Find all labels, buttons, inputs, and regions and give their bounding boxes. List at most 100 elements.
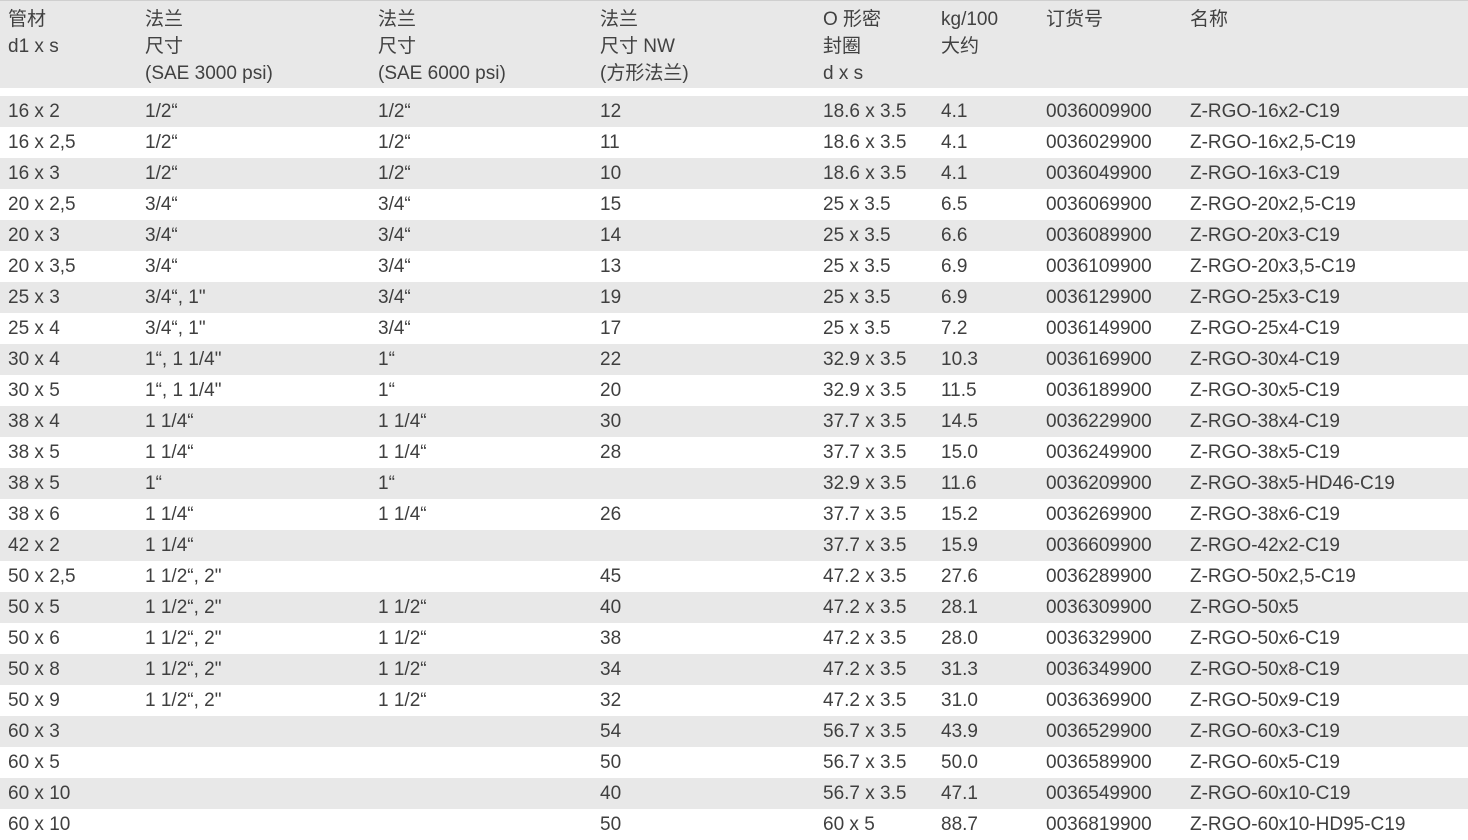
header-line: 尺寸 — [145, 36, 184, 57]
cell-flange-nw: 28 — [600, 441, 622, 463]
cell-pipe: 50 x 8 — [8, 658, 60, 680]
cell-oring: 25 x 3.5 — [823, 224, 891, 246]
table-row: 16 x 2,5 1/2“ 1/2“ 11 18.6 x 3.5 4.1 003602990… — [0, 127, 1468, 158]
cell-pipe: 38 x 5 — [8, 441, 60, 463]
cell-oring: 25 x 3.5 — [823, 255, 891, 277]
cell-weight: 47.1 — [941, 782, 978, 804]
table-row: 50 x 9 1 1/2“, 2" 1 1/2“ 32 47.2 x 3.5 31.0 00… — [0, 685, 1468, 716]
cell-weight: 28.1 — [941, 596, 978, 618]
cell-pipe: 30 x 4 — [8, 348, 60, 370]
cell-weight: 4.1 — [941, 162, 968, 184]
cell-flange-sae3000: 3/4“ — [145, 224, 178, 246]
header-line: (SAE 3000 psi) — [145, 63, 273, 84]
cell-name: Z-RGO-50x9-C19 — [1190, 689, 1340, 711]
cell-oring: 47.2 x 3.5 — [823, 596, 907, 618]
table-row: 60 x 10 40 56.7 x 3.5 47.1 0036549900 Z-RGO-6… — [0, 778, 1468, 809]
cell-flange-sae6000: 1 1/2“ — [378, 596, 427, 618]
cell-name: Z-RGO-42x2-C19 — [1190, 534, 1340, 556]
cell-flange-nw: 40 — [600, 782, 622, 804]
cell-name: Z-RGO-60x5-C19 — [1190, 751, 1340, 773]
cell-oring: 25 x 3.5 — [823, 317, 891, 339]
cell-weight: 28.0 — [941, 627, 978, 649]
cell-order-no: 0036029900 — [1046, 131, 1152, 153]
cell-oring: 18.6 x 3.5 — [823, 162, 907, 184]
table-row: 42 x 2 1 1/4“ 37.7 x 3.5 15.9 0036609900 Z-RG… — [0, 530, 1468, 561]
cell-pipe: 50 x 6 — [8, 627, 60, 649]
header-line: 封圈 — [823, 36, 862, 57]
cell-order-no: 0036369900 — [1046, 689, 1152, 711]
cell-name: Z-RGO-50x2,5-C19 — [1190, 565, 1356, 587]
table-row: 50 x 5 1 1/2“, 2" 1 1/2“ 40 47.2 x 3.5 28.1 00… — [0, 592, 1468, 623]
cell-order-no: 0036549900 — [1046, 782, 1152, 804]
table-row: 60 x 10 50 60 x 5 88.7 0036819900 Z-RGO-60x10… — [0, 809, 1468, 840]
cell-pipe: 20 x 3 — [8, 224, 60, 246]
cell-order-no: 0036249900 — [1046, 441, 1152, 463]
cell-weight: 15.2 — [941, 503, 978, 525]
cell-weight: 31.3 — [941, 658, 978, 680]
cell-flange-sae3000: 1 1/2“, 2" — [145, 658, 222, 680]
cell-name: Z-RGO-20x2,5-C19 — [1190, 193, 1356, 215]
cell-flange-sae6000: 3/4“ — [378, 193, 411, 215]
cell-flange-sae6000: 1 1/2“ — [378, 689, 427, 711]
table-row: 50 x 8 1 1/2“, 2" 1 1/2“ 34 47.2 x 3.5 31.3 00… — [0, 654, 1468, 685]
table-row: 60 x 3 54 56.7 x 3.5 43.9 0036529900 Z-RGO-60… — [0, 716, 1468, 747]
table-row: 20 x 2,5 3/4“ 3/4“ 15 25 x 3.5 6.5 0036069900 Z… — [0, 189, 1468, 220]
header-line: 订货号 — [1046, 9, 1104, 30]
header-line: 大约 — [941, 36, 980, 57]
table-row: 16 x 2 1/2“ 1/2“ 12 18.6 x 3.5 4.1 0036009900 Z… — [0, 96, 1468, 127]
table-row: 20 x 3 3/4“ 3/4“ 14 25 x 3.5 6.6 0036089900 Z-R… — [0, 220, 1468, 251]
cell-order-no: 0036049900 — [1046, 162, 1152, 184]
cell-oring: 47.2 x 3.5 — [823, 565, 907, 587]
cell-pipe: 60 x 3 — [8, 720, 60, 742]
cell-name: Z-RGO-25x4-C19 — [1190, 317, 1340, 339]
cell-pipe: 42 x 2 — [8, 534, 60, 556]
cell-weight: 7.2 — [941, 317, 968, 339]
cell-flange-sae6000: 1“ — [378, 379, 395, 401]
cell-weight: 88.7 — [941, 813, 978, 835]
cell-flange-sae3000: 1 1/2“, 2" — [145, 627, 222, 649]
cell-oring: 37.7 x 3.5 — [823, 534, 907, 556]
cell-order-no: 0036349900 — [1046, 658, 1152, 680]
cell-flange-nw: 26 — [600, 503, 622, 525]
cell-flange-nw: 45 — [600, 565, 622, 587]
cell-pipe: 50 x 2,5 — [8, 565, 76, 587]
cell-order-no: 0036529900 — [1046, 720, 1152, 742]
cell-order-no: 0036229900 — [1046, 410, 1152, 432]
cell-name: Z-RGO-16x2,5-C19 — [1190, 131, 1356, 153]
cell-pipe: 60 x 10 — [8, 782, 71, 804]
cell-flange-sae3000: 1“ — [145, 472, 162, 494]
header-line: (SAE 6000 psi) — [378, 63, 506, 84]
cell-flange-sae6000: 1 1/2“ — [378, 627, 427, 649]
cell-order-no: 0036589900 — [1046, 751, 1152, 773]
cell-pipe: 38 x 6 — [8, 503, 60, 525]
column-header-oring: O 形密 封圈 d x s — [823, 6, 941, 88]
cell-flange-sae3000: 1 1/2“, 2" — [145, 596, 222, 618]
table-row: 38 x 5 1“ 1“ 32.9 x 3.5 11.6 0036209900 Z-RGO-… — [0, 468, 1468, 499]
cell-oring: 56.7 x 3.5 — [823, 782, 907, 804]
cell-oring: 47.2 x 3.5 — [823, 627, 907, 649]
cell-order-no: 0036089900 — [1046, 224, 1152, 246]
cell-order-no: 0036309900 — [1046, 596, 1152, 618]
cell-name: Z-RGO-50x5 — [1190, 596, 1299, 618]
cell-pipe: 25 x 3 — [8, 286, 60, 308]
cell-flange-nw: 12 — [600, 100, 622, 122]
table-row: 38 x 5 1 1/4“ 1 1/4“ 28 37.7 x 3.5 15.0 003624… — [0, 437, 1468, 468]
header-line: (方形法兰) — [600, 63, 689, 84]
cell-flange-sae6000: 1/2“ — [378, 100, 411, 122]
cell-name: Z-RGO-20x3-C19 — [1190, 224, 1340, 246]
cell-oring: 56.7 x 3.5 — [823, 751, 907, 773]
cell-flange-nw: 38 — [600, 627, 622, 649]
table-row: 16 x 3 1/2“ 1/2“ 10 18.6 x 3.5 4.1 0036049900 Z… — [0, 158, 1468, 189]
cell-flange-nw: 34 — [600, 658, 622, 680]
cell-weight: 11.5 — [941, 379, 977, 401]
cell-weight: 10.3 — [941, 348, 978, 370]
header-line: 法兰 — [600, 9, 639, 30]
cell-flange-nw: 11 — [600, 131, 620, 153]
column-header-weight: kg/100 大约 — [941, 6, 1046, 88]
cell-flange-sae3000: 1/2“ — [145, 100, 178, 122]
cell-weight: 15.0 — [941, 441, 978, 463]
cell-flange-nw: 20 — [600, 379, 622, 401]
table-row: 25 x 3 3/4“, 1" 3/4“ 19 25 x 3.5 6.9 003612990… — [0, 282, 1468, 313]
cell-order-no: 0036269900 — [1046, 503, 1152, 525]
table-row: 50 x 6 1 1/2“, 2" 1 1/2“ 38 47.2 x 3.5 28.0 00… — [0, 623, 1468, 654]
